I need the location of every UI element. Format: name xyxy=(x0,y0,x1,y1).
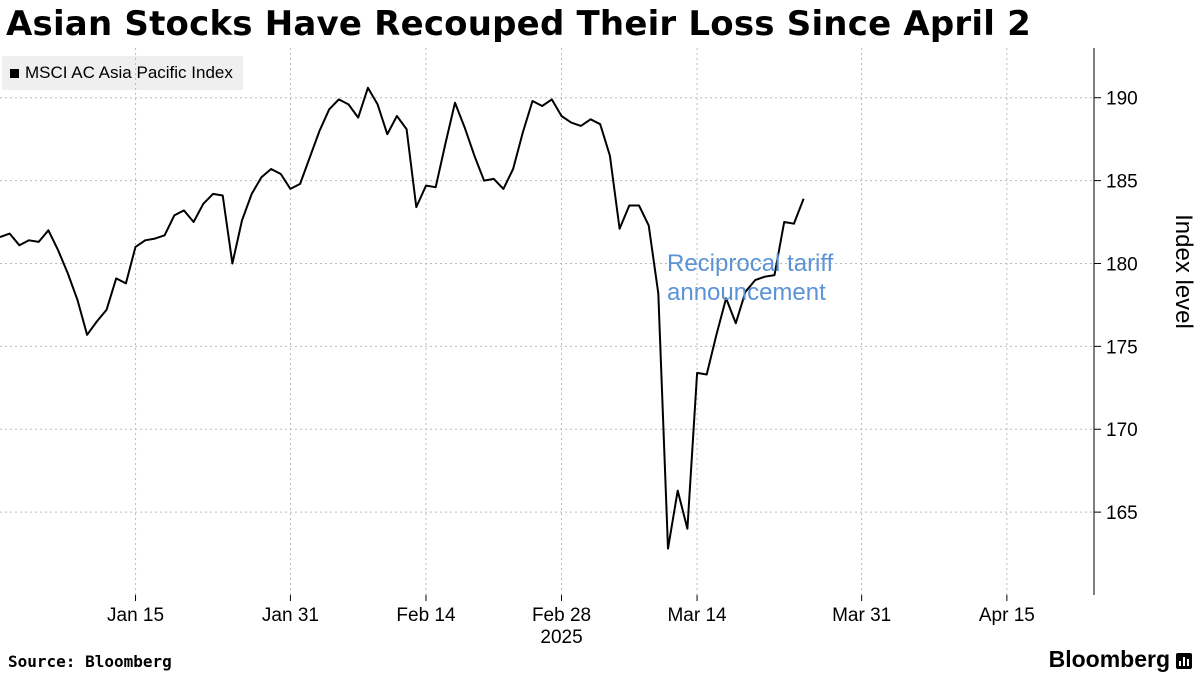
x-tick-label: Mar 14 xyxy=(667,605,727,626)
y-tick-label: 175 xyxy=(1106,337,1138,358)
y-tick-label: 165 xyxy=(1106,503,1138,524)
legend-swatch xyxy=(10,68,19,78)
brand-text: Bloomberg xyxy=(1048,646,1170,672)
chart-title: Asian Stocks Have Recouped Their Loss Si… xyxy=(6,4,1031,44)
y-axis-label: Index level xyxy=(1170,214,1197,329)
x-tick-label: Mar 31 xyxy=(832,605,891,626)
x-tick-label: Jan 15 xyxy=(107,605,164,626)
series-line xyxy=(0,86,805,550)
y-tick-label: 180 xyxy=(1106,254,1138,275)
legend: MSCI AC Asia Pacific Index xyxy=(2,56,243,90)
legend-label: MSCI AC Asia Pacific Index xyxy=(25,63,233,82)
x-tick-label: Feb 28 xyxy=(532,605,591,626)
source-note: Source: Bloomberg xyxy=(8,652,172,671)
x-tick-label: Apr 15 xyxy=(979,605,1035,626)
annotation-text: Reciprocal tariff announcement xyxy=(667,250,834,306)
x-tick-label: Jan 31 xyxy=(262,605,319,626)
y-tick-label: 190 xyxy=(1106,89,1138,110)
bloomberg-mark-icon xyxy=(1176,652,1192,669)
y-tick-label: 185 xyxy=(1106,172,1138,193)
y-tick-label: 170 xyxy=(1106,420,1138,441)
bloomberg-logo: Bloomberg xyxy=(1049,646,1192,673)
x-axis-year-label: 2025 xyxy=(540,627,582,648)
x-tick-label: Feb 14 xyxy=(396,605,456,626)
